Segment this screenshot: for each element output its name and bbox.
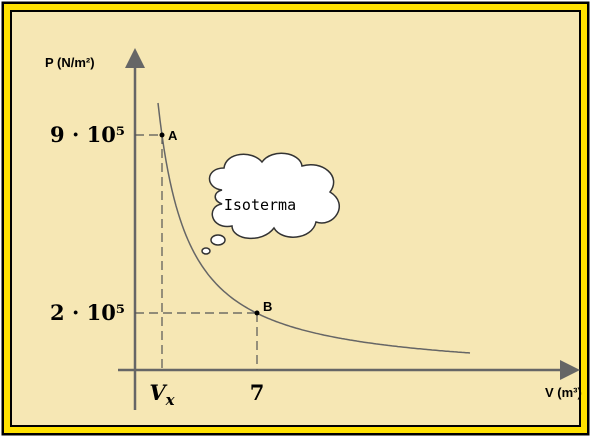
y-tick-label: 9 · 10⁵ — [50, 122, 125, 147]
point-b — [254, 310, 260, 316]
guides — [135, 134, 258, 370]
point-label: B — [263, 299, 272, 314]
y-tick-label: 2 · 10⁵ — [50, 300, 125, 325]
x-tick-main: V — [149, 380, 168, 405]
cloud-label: Isoterma — [224, 196, 296, 214]
thought-cloud — [201, 152, 340, 255]
isotherm-curve — [157, 102, 471, 354]
x-axis-label: V (m³) — [545, 385, 582, 400]
x-tick-label: 7 — [250, 380, 265, 405]
x-tick-label: Vx — [149, 380, 175, 409]
point-label: A — [168, 128, 178, 143]
point-a — [159, 132, 165, 138]
x-tick-sub: x — [165, 391, 176, 409]
y-axis-label: P (N/m²) — [45, 55, 95, 70]
